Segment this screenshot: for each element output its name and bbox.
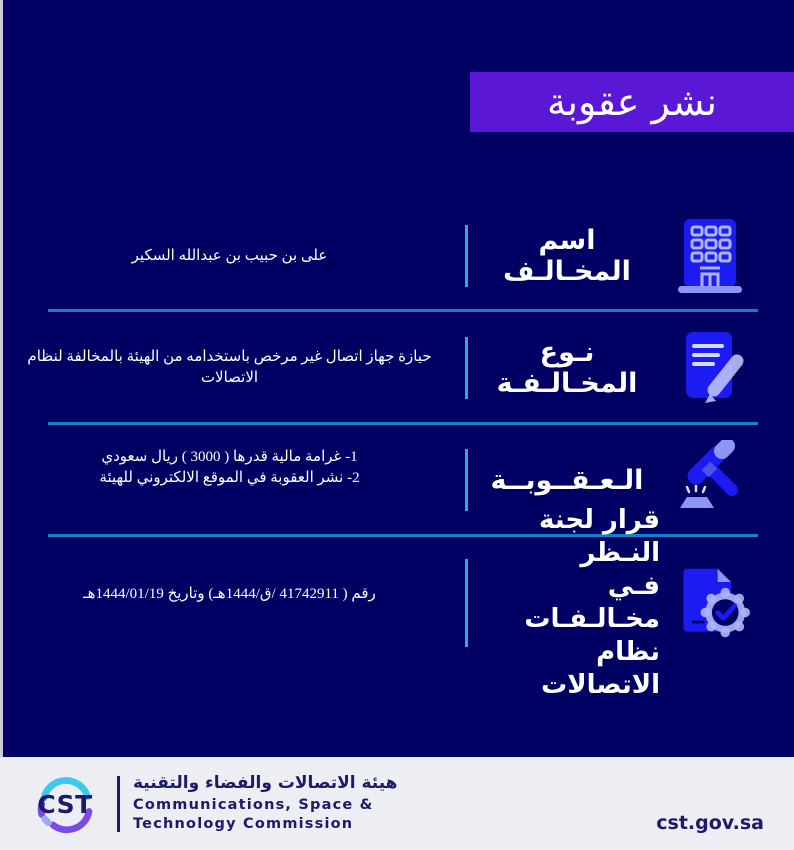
website-url: cst.gov.sa bbox=[656, 812, 764, 834]
violation-type-line2: الاتصالات bbox=[200, 370, 259, 386]
committee-decision-label: قرار لجنة النـظر فـي مخـالـفـات نظام الا… bbox=[474, 504, 660, 702]
section-divider bbox=[48, 422, 758, 425]
gavel-icon bbox=[670, 440, 750, 520]
row-violation-type: نـوع المخـالـفـة حيازة جهاز اتصال غير مر… bbox=[0, 313, 794, 423]
violation-type-value: حيازة جهاز اتصال غير مرخص باستخدامه من ا… bbox=[0, 347, 459, 389]
penalty-line2: 2- نشر العقوبة في الموقع الالكتروني للهي… bbox=[99, 470, 360, 486]
left-edge-strip bbox=[0, 0, 3, 757]
org-name-english-line1: Communications, Space & bbox=[133, 797, 374, 813]
label-divider bbox=[465, 449, 468, 511]
committee-label-line2: فـي مخـالـفـات bbox=[524, 570, 660, 634]
decision-number-text: رقم ( 41742911 /ق/1444هـ) وتاريخ 1444/01… bbox=[83, 586, 376, 602]
violator-name-text: على بن حبيب بن عبدالله السكير bbox=[131, 247, 328, 264]
org-name-english: Communications, Space & Technology Commi… bbox=[133, 796, 397, 834]
banner-title: نشر عقوبة bbox=[547, 80, 717, 124]
violation-type-label: نـوع المخـالـفـة bbox=[496, 337, 638, 399]
committee-label-line1: قرار لجنة النـظر bbox=[538, 504, 660, 568]
committee-label-line3: نظام الاتصالات bbox=[541, 636, 660, 700]
footer-divider bbox=[117, 775, 120, 832]
org-name-english-line2: Technology Commission bbox=[133, 816, 354, 832]
row-committee-decision: قرار لجنة النـظر فـي مخـالـفـات نظام الا… bbox=[0, 505, 794, 700]
section-divider bbox=[48, 309, 758, 312]
section-divider bbox=[48, 534, 758, 537]
penalty-label: الـعـقــوبــة bbox=[490, 464, 644, 496]
document-pen-icon bbox=[670, 328, 750, 408]
violation-type-line1: حيازة جهاز اتصال غير مرخص باستخدامه من ا… bbox=[27, 349, 432, 365]
cst-logo-arcs bbox=[37, 776, 93, 833]
label-divider bbox=[465, 558, 468, 647]
decision-number-value: رقم ( 41742911 /ق/1444هـ) وتاريخ 1444/01… bbox=[0, 584, 459, 605]
violator-name-label: اسم المخـالـف bbox=[503, 225, 631, 287]
label-divider bbox=[465, 225, 468, 287]
organization-names: هيئة الاتصالات والفضاء والتقنية Communic… bbox=[133, 773, 397, 834]
penalty-line1: 1- غرامة مالية قدرها ( 3000 ) ريال سعودي bbox=[101, 449, 358, 465]
violator-name-value: على بن حبيب بن عبدالله السكير bbox=[0, 246, 459, 267]
row-penalty: الـعـقــوبــة 1- غرامة مالية قدرها ( 300… bbox=[0, 426, 794, 534]
footer: CST هيئة الاتصالات والفضاء والتقنية Comm… bbox=[0, 757, 794, 850]
penalty-value: 1- غرامة مالية قدرها ( 3000 ) ريال سعودي… bbox=[0, 447, 459, 489]
row-violator-name: اسم المخـالـف على بن حبيب بن عبدالله الس… bbox=[0, 190, 794, 322]
cst-logo: CST bbox=[26, 768, 104, 840]
org-name-arabic: هيئة الاتصالات والفضاء والتقنية bbox=[133, 773, 398, 793]
cst-logo-text: CST bbox=[37, 790, 93, 819]
label-divider bbox=[465, 337, 468, 399]
building-icon bbox=[670, 216, 750, 296]
document-check-icon bbox=[670, 561, 750, 645]
banner: نشر عقوبة bbox=[470, 72, 794, 132]
